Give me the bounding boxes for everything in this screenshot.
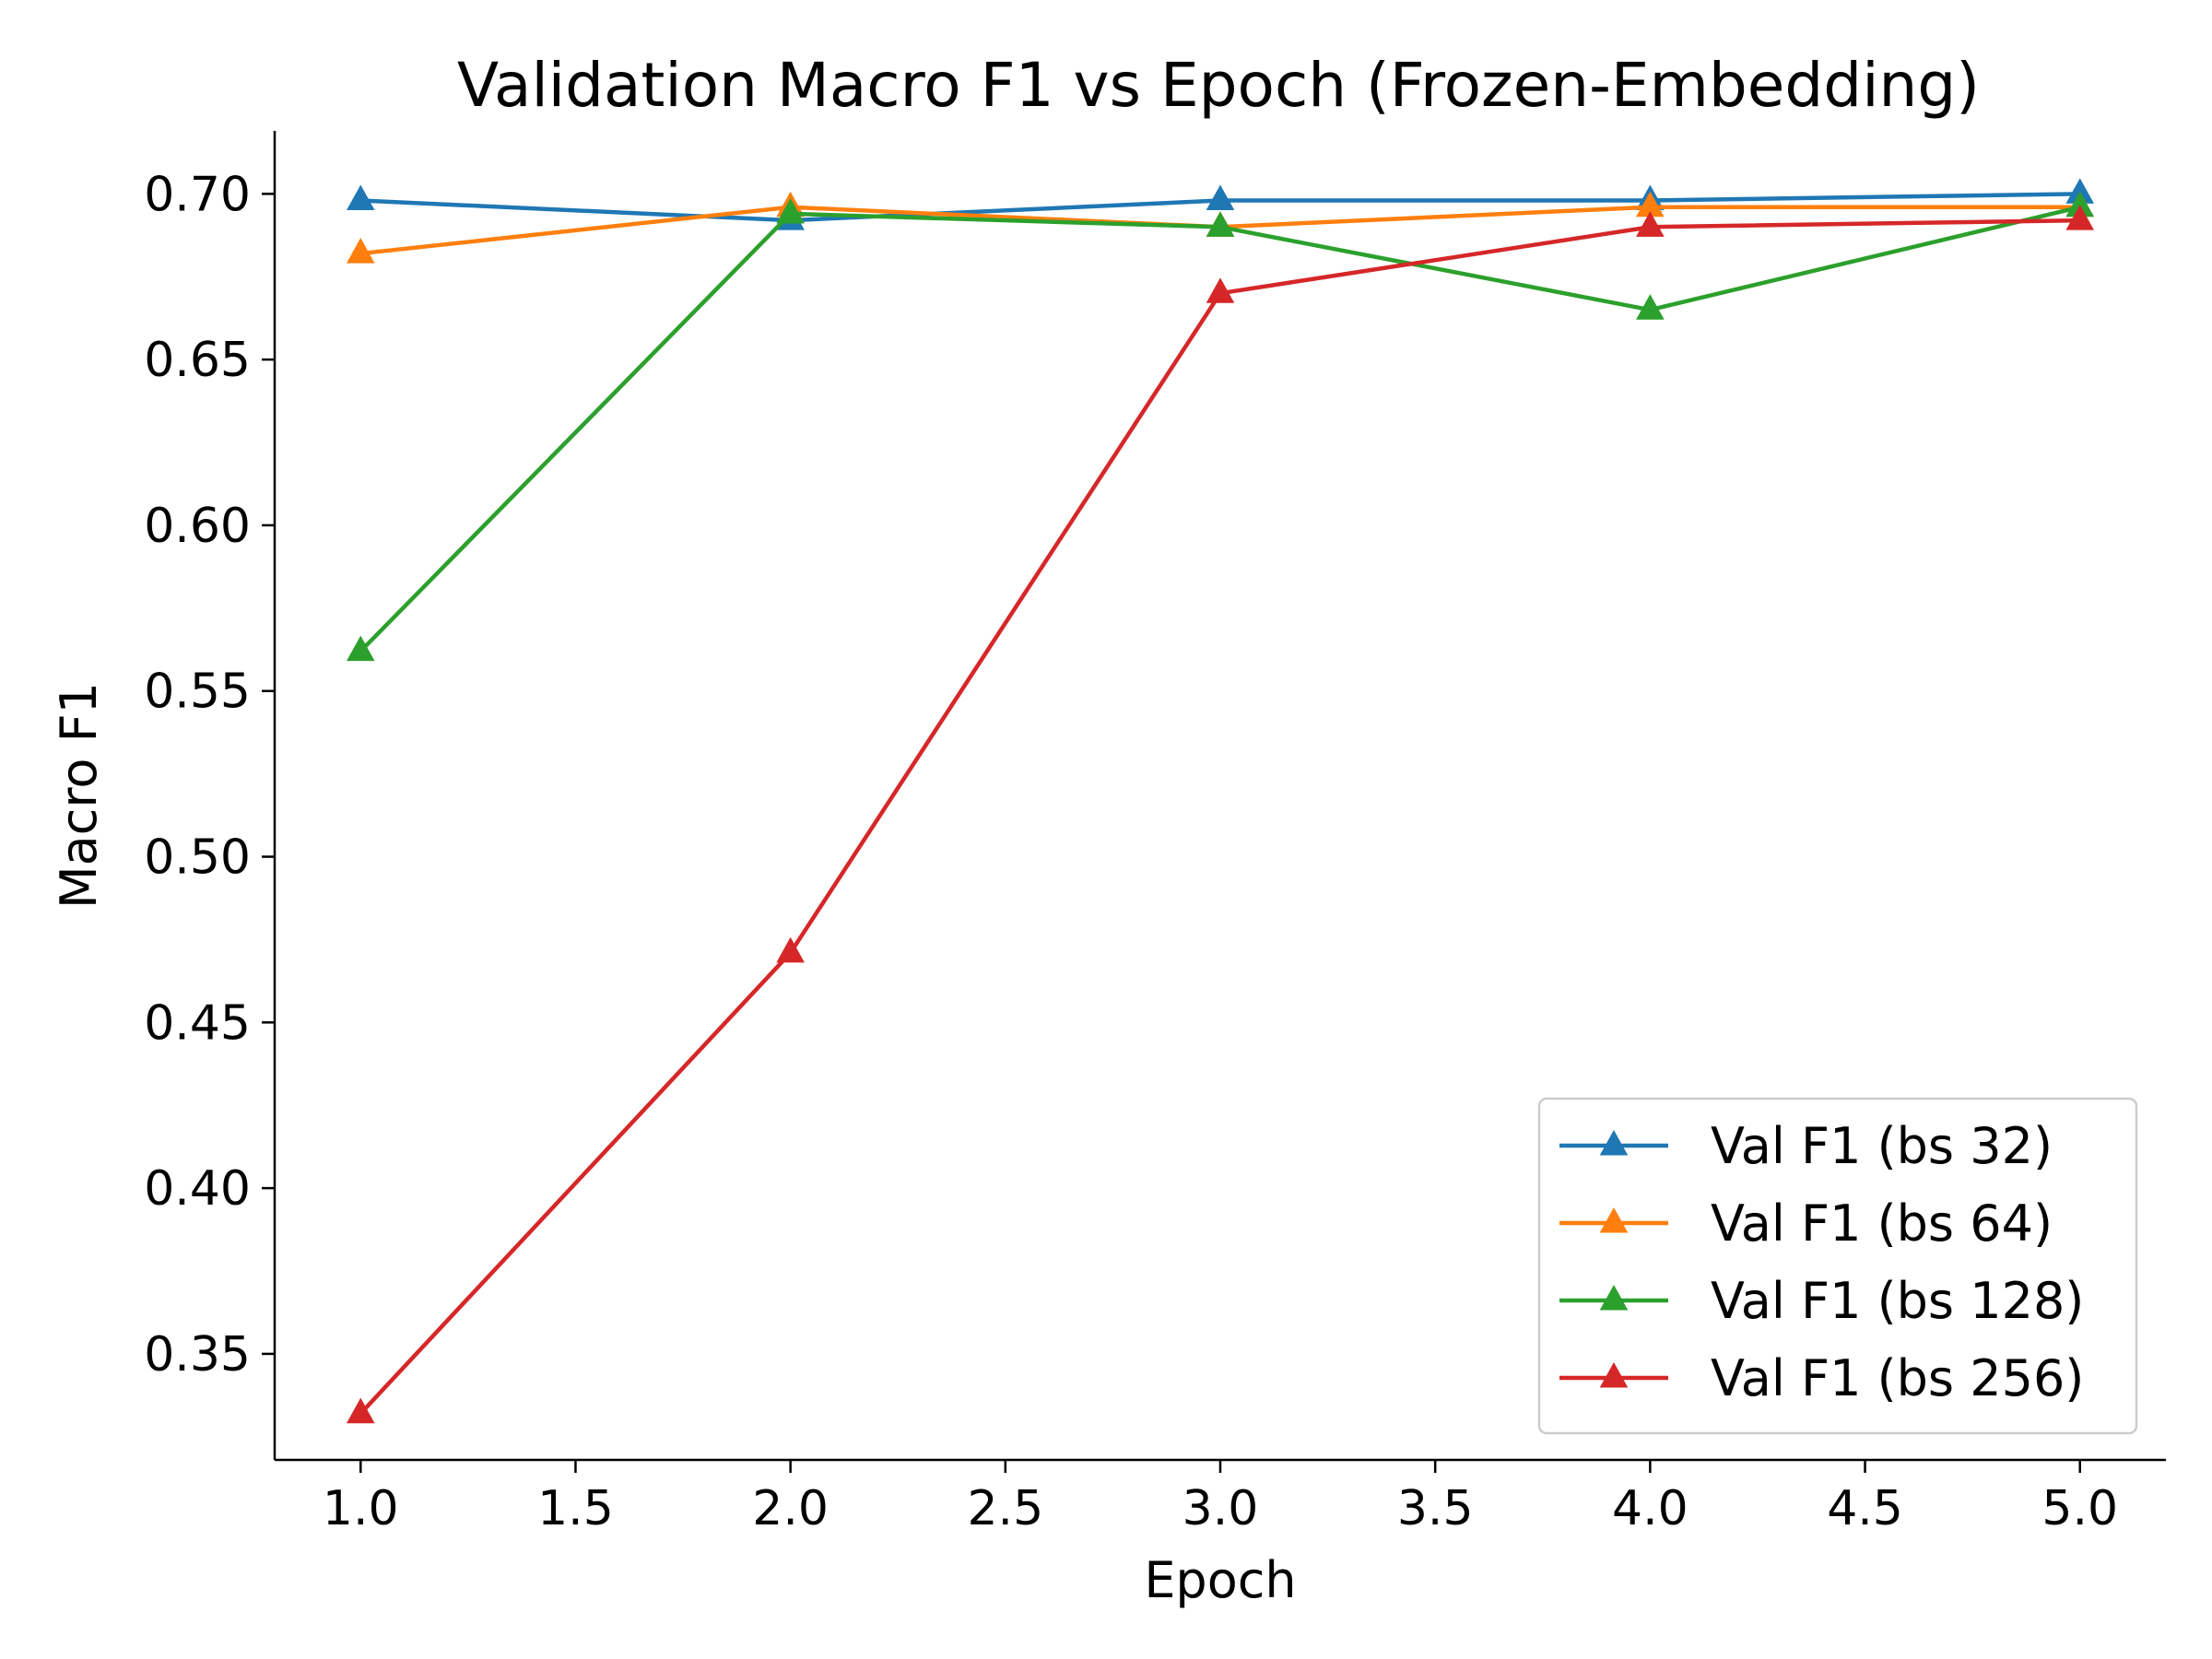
y-axis-ticks: 0.35 0.40 0.45 0.50 0.55 0.60 0.65 0.70 (144, 167, 275, 1382)
data-point-marker (1636, 211, 1665, 237)
data-point-marker (1636, 294, 1665, 320)
legend-label: Val F1 (bs 256) (1711, 1349, 2084, 1407)
x-tick-label: 1.0 (323, 1481, 399, 1536)
legend-label: Val F1 (bs 64) (1711, 1194, 2053, 1253)
legend-label: Val F1 (bs 128) (1711, 1272, 2084, 1330)
legend-marker (1599, 1285, 1629, 1311)
y-tick-label: 0.40 (144, 1161, 251, 1217)
legend-label: Val F1 (bs 32) (1711, 1117, 2053, 1175)
plot-area (346, 178, 2095, 1424)
data-point-marker (2065, 191, 2095, 218)
data-point-marker (2065, 178, 2095, 204)
data-point-marker (2065, 205, 2095, 230)
x-tick-label: 1.5 (537, 1481, 614, 1536)
x-axis-label: Epoch (1144, 1551, 1296, 1609)
x-tick-label: 2.0 (752, 1481, 829, 1536)
legend-marker (1599, 1207, 1629, 1233)
x-tick-label: 2.5 (967, 1481, 1043, 1536)
y-tick-label: 0.55 (144, 665, 251, 720)
data-point-marker (776, 197, 805, 224)
data-point-marker (346, 238, 375, 264)
legend-marker (1599, 1130, 1629, 1156)
legend: Val F1 (bs 32) Val F1 (bs 64) Val F1 (bs 1… (1537, 1097, 2138, 1435)
data-point-marker (776, 936, 805, 963)
y-axis-label: Macro F1 (50, 682, 108, 909)
y-tick-label: 0.60 (144, 499, 251, 554)
x-tick-label: 3.0 (1182, 1481, 1259, 1536)
legend-item: Val F1 (bs 128) (1559, 1272, 2084, 1330)
y-tick-label: 0.45 (144, 995, 251, 1051)
data-point-marker (1206, 184, 1235, 211)
series-3 (346, 191, 2095, 662)
series-line (359, 205, 2081, 653)
y-tick-label: 0.65 (144, 333, 251, 388)
data-point-marker (346, 184, 375, 211)
x-tick-label: 4.0 (1612, 1481, 1688, 1536)
legend-frame (1537, 1097, 2138, 1435)
y-tick-label: 0.35 (144, 1327, 251, 1382)
x-tick-label: 5.0 (2041, 1481, 2118, 1536)
legend-item: Val F1 (bs 32) (1559, 1117, 2053, 1175)
data-point-marker (346, 1397, 375, 1424)
data-point-marker (1636, 191, 1665, 218)
data-point-marker (1206, 277, 1235, 303)
chart-title: Validation Macro F1 vs Epoch (Frozen-Emb… (457, 50, 1980, 121)
legend-marker (1599, 1362, 1629, 1388)
data-point-marker (1206, 211, 1235, 237)
x-tick-label: 4.5 (1827, 1481, 1903, 1536)
x-axis-ticks: 1.0 1.5 2.0 2.5 3.0 3.5 4.0 4.5 5.0 (323, 1460, 2118, 1536)
y-tick-label: 0.70 (144, 167, 251, 222)
x-tick-label: 3.5 (1397, 1481, 1474, 1536)
data-point-marker (346, 635, 375, 662)
series-4 (346, 205, 2095, 1424)
y-tick-label: 0.50 (144, 830, 251, 886)
legend-item: Val F1 (bs 64) (1559, 1194, 2053, 1253)
legend-item: Val F1 (bs 256) (1559, 1349, 2084, 1407)
